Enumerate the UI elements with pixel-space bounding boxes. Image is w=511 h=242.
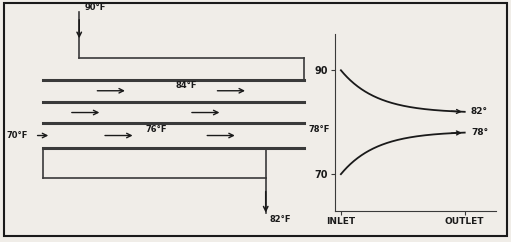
Text: 90°F: 90°F bbox=[84, 3, 106, 12]
Text: 82°: 82° bbox=[471, 107, 488, 116]
FancyBboxPatch shape bbox=[4, 3, 507, 236]
Text: 78°: 78° bbox=[471, 128, 488, 137]
Text: 76°F: 76°F bbox=[145, 125, 167, 134]
Text: 84°F: 84°F bbox=[176, 81, 197, 90]
Text: 82°F: 82°F bbox=[270, 215, 291, 224]
Text: 70°F: 70°F bbox=[6, 131, 28, 140]
Text: 78°F: 78°F bbox=[308, 125, 330, 134]
